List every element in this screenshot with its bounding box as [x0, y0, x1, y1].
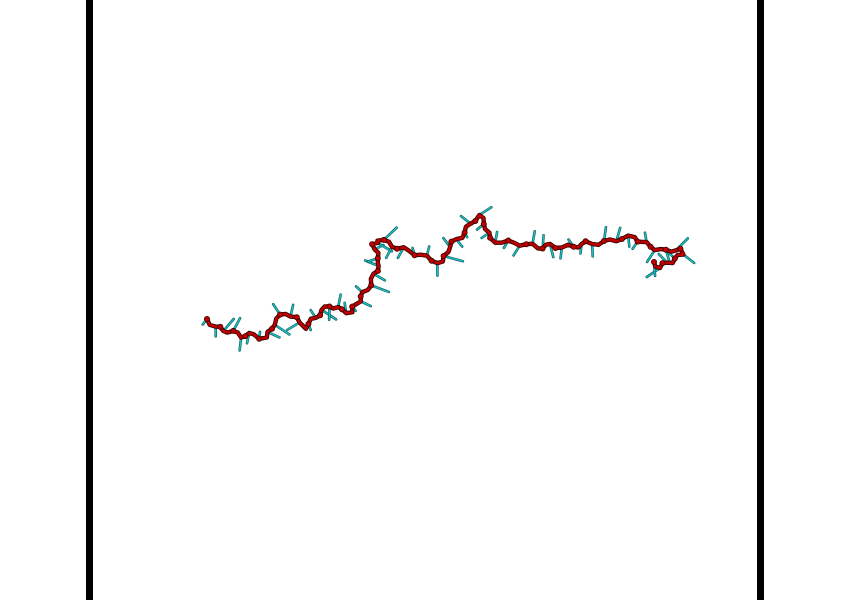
backbone-atom	[462, 230, 467, 235]
backbone-atom	[481, 222, 486, 227]
backbone-atom	[678, 246, 683, 251]
backbone-atom	[381, 237, 386, 242]
backbone-atom	[358, 294, 363, 299]
backbone-atom	[672, 256, 677, 261]
backbone-atom	[395, 246, 400, 251]
backbone-atom	[524, 242, 529, 247]
backbone-atom	[278, 312, 283, 317]
backbone-atom	[553, 245, 558, 250]
backbone-atom	[635, 239, 640, 244]
backbone-atom	[473, 218, 478, 223]
backbone-atom	[370, 242, 375, 247]
backbone-atom	[441, 253, 446, 258]
backbone-atom	[375, 268, 380, 273]
backbone-atom	[648, 244, 653, 249]
backbone-atom	[204, 316, 209, 321]
backbone-atom	[506, 238, 511, 243]
backbone-atom	[294, 315, 299, 320]
backbone-atom	[619, 236, 624, 241]
backbone-atom	[375, 256, 380, 261]
backbone-group	[207, 215, 683, 339]
backbone-atom	[327, 304, 332, 309]
backbone-outline	[207, 215, 683, 339]
backbone-atom	[369, 283, 374, 288]
backbone-atom	[429, 258, 434, 263]
base-sticks-group	[203, 207, 694, 350]
backbone-atom	[583, 239, 588, 244]
backbone-atom	[339, 307, 344, 312]
backbone-atom	[449, 239, 454, 244]
backbone-atom	[243, 334, 248, 339]
backbone-atom	[651, 259, 656, 264]
backbone-atom	[540, 246, 545, 251]
backbone-atom	[257, 336, 262, 341]
backbone-atom	[269, 326, 274, 331]
backbone-atom	[663, 247, 668, 252]
backbone-atom	[306, 321, 311, 326]
backbone-atom	[350, 304, 355, 309]
backbone-atom	[660, 261, 665, 266]
backbone-strand	[207, 215, 683, 339]
backbone-atom	[318, 313, 323, 318]
backbone-atom	[571, 244, 576, 249]
backbone-atom	[412, 253, 417, 258]
backbone-atom	[488, 235, 493, 240]
backbone-atom	[231, 328, 236, 333]
backbone-atom	[218, 324, 223, 329]
backbone-atom	[601, 238, 606, 243]
